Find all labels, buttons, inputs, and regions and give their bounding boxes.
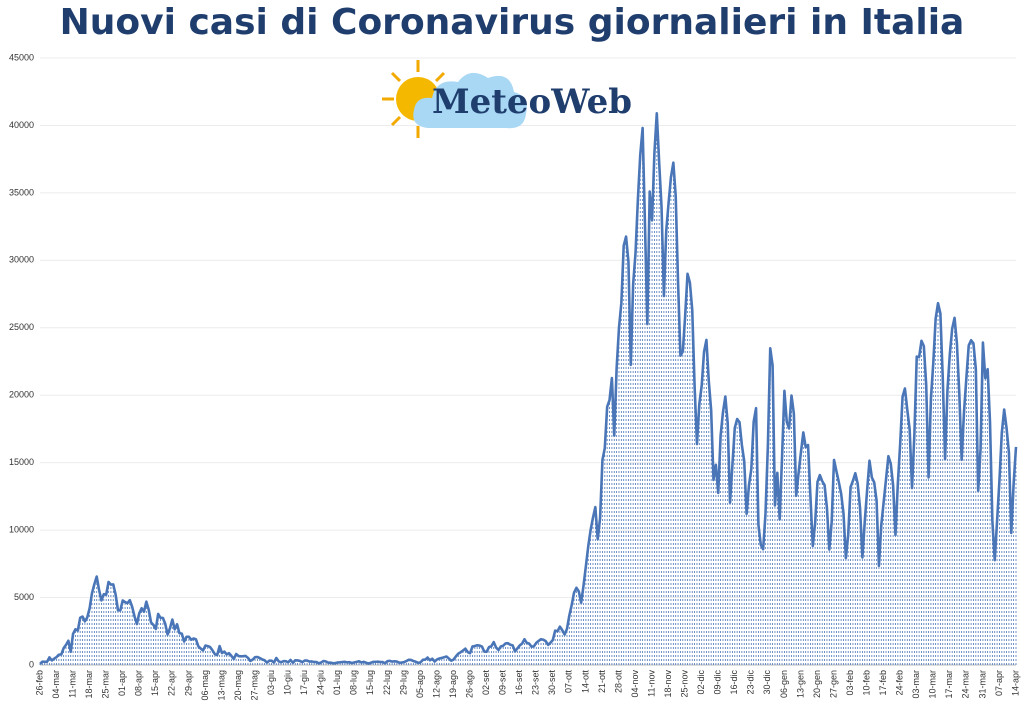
x-tick-label: 26-feb — [34, 670, 44, 696]
x-tick-label: 27-mag — [249, 670, 259, 701]
x-tick-label: 11-nov — [646, 670, 656, 697]
ray — [390, 115, 402, 127]
x-tick-label: 11-mar — [67, 670, 77, 698]
x-tick-label: 17-mar — [944, 670, 954, 699]
x-tick-label: 06-gen — [779, 670, 789, 698]
data-line — [39, 111, 1018, 665]
x-tick-label: 28-ott — [613, 670, 623, 694]
x-tick-label: 20-mag — [233, 670, 243, 701]
x-tick-label: 03-feb — [845, 670, 855, 696]
cloud — [413, 72, 527, 129]
x-tick-label: 26-ago — [464, 670, 474, 698]
x-tick-label: 03-mar — [911, 670, 921, 699]
x-tick-label: 21-ott — [597, 670, 607, 694]
x-tick-label: 07-ott — [564, 670, 574, 694]
x-tick-label: 15-apr — [150, 670, 160, 696]
x-tick-label: 23-dic — [746, 670, 756, 695]
x-tick-label: 08-apr — [134, 670, 144, 696]
x-tick-label: 22-lug — [382, 670, 392, 695]
x-tick-label: 12-ago — [431, 670, 441, 698]
y-tick-label: 10000 — [9, 524, 34, 534]
x-tick-label: 04-mar — [51, 670, 61, 699]
x-tick-label: 27-gen — [828, 670, 838, 698]
x-tick-label: 07-apr — [994, 670, 1004, 696]
x-tick-label: 18-mar — [84, 670, 94, 699]
y-tick-label: 40000 — [9, 120, 34, 130]
y-tick-label: 20000 — [9, 390, 34, 400]
x-tick-label: 17-feb — [878, 670, 888, 696]
x-tick-label: 02-set — [481, 670, 491, 696]
x-tick-label: 04-nov — [630, 670, 640, 698]
x-tick-label: 29-apr — [183, 670, 193, 696]
x-tick-label: 03-giu — [266, 670, 276, 695]
sun-rays — [382, 60, 446, 138]
x-tick-label: 30-dic — [762, 670, 772, 695]
x-tick-label: 13-mag — [216, 670, 226, 701]
x-tick-label: 09-set — [498, 670, 508, 696]
x-tick-label: 23-set — [531, 670, 541, 696]
x-tick-label: 20-gen — [812, 670, 822, 698]
y-tick-label: 5000 — [14, 592, 34, 602]
y-tick-label: 35000 — [9, 187, 34, 197]
x-tick-label: 18-nov — [663, 670, 673, 698]
x-tick-label: 01-apr — [117, 670, 127, 696]
ray — [390, 71, 402, 83]
x-tick-label: 17-giu — [299, 670, 309, 695]
chart-title: Nuovi casi di Coronavirus giornalieri in… — [60, 2, 965, 43]
x-tick-label: 10-mar — [928, 670, 938, 699]
y-tick-label: 30000 — [9, 255, 34, 265]
ray — [434, 71, 446, 83]
y-tick-label: 45000 — [9, 52, 34, 62]
x-tick-label: 10-feb — [861, 670, 871, 696]
y-tick-label: 15000 — [9, 457, 34, 467]
x-tick-label: 01-lug — [332, 670, 342, 695]
x-tick-label: 25-mar — [101, 670, 111, 699]
x-tick-label: 14-ott — [580, 670, 590, 694]
x-tick-label: 24-mar — [961, 670, 971, 699]
x-tick-label: 06-mag — [200, 670, 210, 701]
x-tick-label: 24-giu — [316, 670, 326, 695]
x-tick-label: 05-ago — [415, 670, 425, 698]
x-tick-label: 14-apr — [1010, 670, 1020, 696]
x-tick-label: 09-dic — [713, 670, 723, 695]
x-tick-label: 10-giu — [283, 670, 293, 695]
x-tick-label: 19-ago — [448, 670, 458, 698]
x-tick-label: 16-dic — [729, 670, 739, 695]
x-tick-label: 15-lug — [365, 670, 375, 695]
y-tick-label: 0 — [29, 659, 34, 669]
x-tick-label: 31-mar — [977, 670, 987, 699]
x-tick-label: 30-set — [547, 670, 557, 696]
x-tick-label: 29-lug — [398, 670, 408, 695]
x-tick-label: 08-lug — [349, 670, 359, 695]
x-tick-label: 13-gen — [795, 670, 805, 698]
logo-text: MeteoWeb — [432, 82, 632, 122]
x-tick-label: 16-set — [514, 670, 524, 696]
y-tick-label: 25000 — [9, 322, 34, 332]
logo: MeteoWeb — [382, 60, 632, 138]
x-tick-label: 24-feb — [895, 670, 905, 696]
x-tick-label: 02-dic — [696, 670, 706, 695]
x-tick-label: 22-apr — [167, 670, 177, 696]
x-tick-label: 25-nov — [680, 670, 690, 698]
